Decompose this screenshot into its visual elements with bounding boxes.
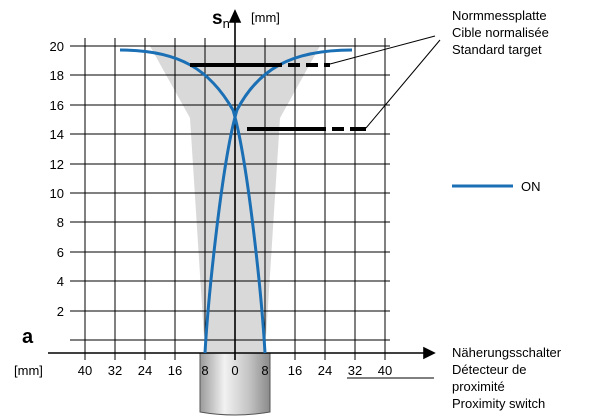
- y-tick: 2: [57, 304, 64, 319]
- x-tick: 24: [138, 363, 152, 378]
- x-tick: 24: [318, 363, 332, 378]
- svg-text:proximité: proximité: [452, 379, 505, 394]
- on-curve-right: [203, 48, 353, 354]
- x-tick: 32: [108, 363, 122, 378]
- on-response-curves: [119, 48, 353, 354]
- x-tick: 8: [201, 363, 208, 378]
- svg-text:Détecteur de: Détecteur de: [452, 362, 526, 377]
- y-tick: 10: [50, 186, 64, 201]
- legend-label: ON: [521, 179, 541, 194]
- svg-text:Standard target: Standard target: [452, 42, 542, 57]
- y-tick: 8: [57, 215, 64, 230]
- y-tick: 16: [50, 98, 64, 113]
- x-tick: 0: [231, 363, 238, 378]
- standard-target-plates: [190, 63, 366, 131]
- y-tick: 14: [50, 127, 64, 142]
- x-tick: 16: [288, 363, 302, 378]
- y-axis-symbol: sn: [212, 8, 230, 31]
- x-tick: 8: [261, 363, 268, 378]
- grid: [70, 38, 390, 360]
- svg-text:Cible normalisée: Cible normalisée: [452, 25, 549, 40]
- y-tick: 20: [50, 39, 64, 54]
- x-tick: 16: [168, 363, 182, 378]
- y-tick: 4: [57, 274, 64, 289]
- on-curve-left: [119, 48, 267, 354]
- y-axis-unit: [mm]: [251, 10, 280, 25]
- sensor-body: [199, 352, 271, 416]
- x-axis-unit: [mm]: [14, 363, 43, 378]
- svg-text:Näherungsschalter: Näherungsschalter: [452, 345, 562, 360]
- x-tick-labels: 40 32 24 16 8 0 8 16 24 32 40: [78, 363, 392, 378]
- x-tick: 40: [378, 363, 392, 378]
- target-label: Normmessplatte Cible normalisée Standard…: [452, 8, 549, 57]
- y-tick: 12: [50, 157, 64, 172]
- svg-text:Proximity switch: Proximity switch: [452, 396, 545, 411]
- legend: ON: [452, 179, 541, 194]
- y-tick-labels: 20 18 16 14 12 10 8 6 4 2: [50, 39, 64, 319]
- y-tick: 6: [57, 245, 64, 260]
- y-axis-symbol-main: s: [212, 8, 223, 29]
- x-axis-symbol: a: [22, 326, 34, 348]
- axes: [48, 9, 436, 360]
- y-tick: 18: [50, 68, 64, 83]
- svg-text:Normmessplatte: Normmessplatte: [452, 8, 547, 23]
- y-axis-symbol-sub: n: [223, 16, 230, 31]
- proximity-switch-label: Näherungsschalter Détecteur de proximité…: [347, 345, 562, 411]
- x-tick: 40: [78, 363, 92, 378]
- x-tick: 32: [348, 363, 362, 378]
- target-leader-lines: [329, 35, 441, 129]
